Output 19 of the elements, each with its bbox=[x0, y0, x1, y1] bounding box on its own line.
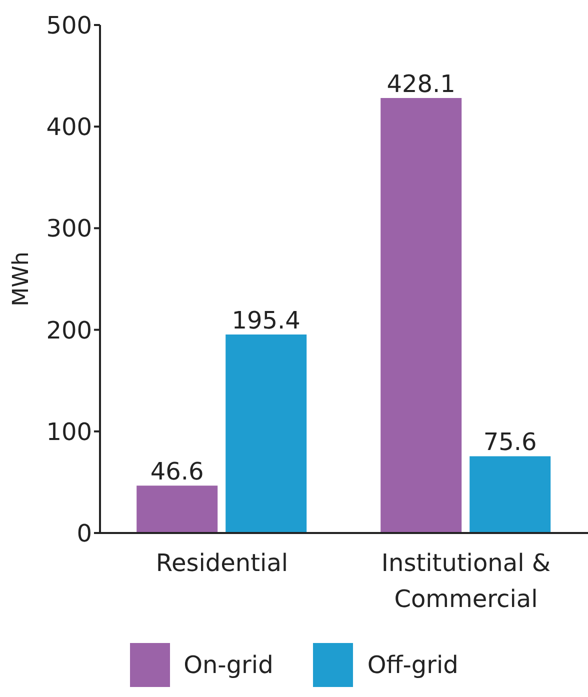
data-label: 428.1 bbox=[386, 70, 456, 98]
y-axis-title: MWh bbox=[9, 252, 34, 306]
y-tick-label: 200 bbox=[46, 316, 92, 344]
y-tick-label: 300 bbox=[46, 214, 92, 243]
y-tick-label: 500 bbox=[46, 12, 92, 40]
legend-label: On-grid bbox=[184, 651, 274, 679]
x-tick-label: Residential bbox=[156, 549, 288, 577]
bar bbox=[226, 334, 307, 533]
data-label: 46.6 bbox=[150, 458, 204, 486]
data-label: 195.4 bbox=[232, 306, 300, 334]
y-tick-label: 0 bbox=[76, 520, 92, 548]
y-tick-label: 100 bbox=[46, 418, 92, 446]
bar bbox=[136, 486, 218, 533]
x-tick-label: Institutional & Commercial bbox=[381, 549, 551, 613]
bar bbox=[470, 456, 551, 533]
legend-label: Off-grid bbox=[367, 651, 458, 679]
bar bbox=[380, 98, 462, 533]
y-tick-label: 400 bbox=[46, 113, 92, 142]
data-label: 75.6 bbox=[483, 428, 537, 456]
